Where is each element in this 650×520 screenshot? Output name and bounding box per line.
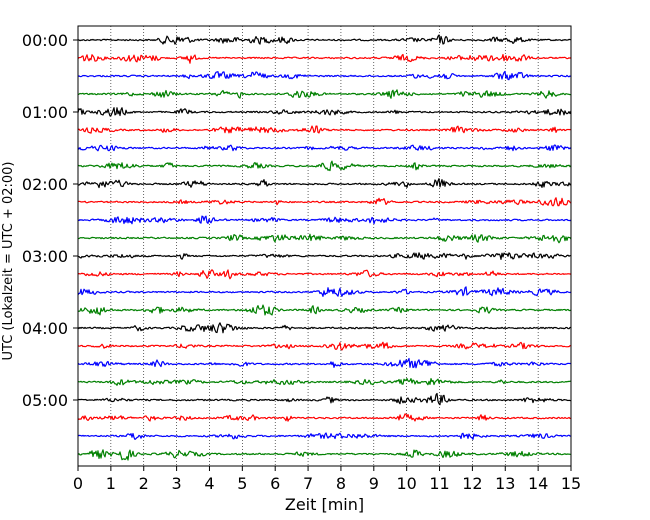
trace-row-19 [77,377,571,386]
trace-row-1 [77,53,572,64]
y-tick-label: 00:00 [22,31,68,50]
trace-row-17 [77,341,572,351]
trace-row-15 [77,304,572,316]
trace-row-11 [77,233,572,244]
x-tick-label: 14 [528,474,548,493]
trace-row-16 [77,322,572,334]
x-tick-label: 8 [336,474,346,493]
y-tick-label: 05:00 [22,391,68,410]
trace-row-6 [77,144,572,152]
y-tick-label: 03:00 [22,247,68,266]
x-tick-label: 10 [396,474,416,493]
y-axis-ticks: 00:00 01:00 02:00 03:00 04:00 05:00 [22,31,78,410]
x-tick-label: 15 [561,474,581,493]
trace-row-3 [77,89,572,99]
trace-series [77,34,572,461]
x-tick-label: 12 [462,474,482,493]
x-tick-label: 4 [204,474,214,493]
trace-row-10 [77,215,572,225]
y-axis-title: UTC (Lokalzeit = UTC + 02:00) [1,162,16,361]
trace-row-4 [77,107,572,117]
x-tick-label: 3 [172,474,182,493]
trace-row-8 [77,178,572,189]
trace-row-2 [77,70,572,81]
x-tick-label: 5 [237,474,247,493]
plot-frame [77,25,572,467]
x-tick-label: 13 [495,474,515,493]
grid-lines [110,26,539,466]
trace-row-13 [77,269,572,280]
x-axis-ticks: 0 1 2 3 4 5 6 7 8 9 10 11 12 13 14 15 [73,466,581,493]
trace-row-12 [77,252,572,260]
x-tick-label: 1 [106,474,116,493]
x-tick-label: 2 [139,474,149,493]
y-tick-label: 04:00 [22,319,68,338]
trace-row-14 [77,286,572,297]
y-tick-label: 02:00 [22,175,68,194]
trace-row-21 [77,413,572,422]
trace-row-23 [77,449,571,461]
trace-row-9 [77,197,572,207]
trace-row-5 [77,125,572,134]
trace-row-18 [77,357,572,369]
y-tick-label: 01:00 [22,103,68,122]
trace-row-0 [77,34,572,45]
x-tick-label: 9 [369,474,379,493]
x-axis-title: Zeit [min] [285,495,364,514]
trace-row-20 [77,392,572,406]
x-tick-label: 11 [429,474,449,493]
x-tick-label: 7 [303,474,313,493]
x-tick-label: 6 [270,474,280,493]
trace-row-7 [77,160,572,172]
x-tick-label: 0 [73,474,83,493]
trace-row-22 [77,432,572,441]
